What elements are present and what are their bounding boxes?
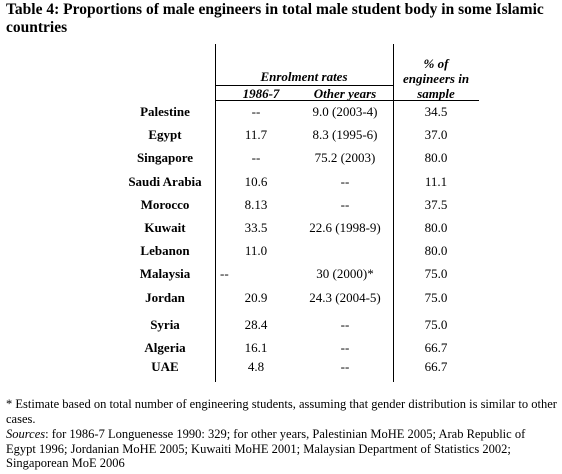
row-pct: 37.0 xyxy=(424,127,448,142)
row-1986: 8.13 xyxy=(244,197,268,212)
row-country: Lebanon xyxy=(140,243,190,258)
row-1986: 28.4 xyxy=(244,317,268,332)
row-other: -- xyxy=(340,340,350,355)
column-divider-right xyxy=(393,44,394,382)
row-other: 24.3 (2004-5) xyxy=(309,290,381,305)
column-divider-left xyxy=(215,44,216,382)
row-country: Palestine xyxy=(140,104,190,119)
row-pct: 75.0 xyxy=(424,266,448,281)
row-pct: 80.0 xyxy=(424,243,448,258)
row-1986: 10.6 xyxy=(244,174,268,189)
row-pct: 75.0 xyxy=(424,290,448,305)
row-1986: -- xyxy=(220,266,229,281)
row-country: Singapore xyxy=(136,150,194,165)
row-other: 30 (2000)* xyxy=(316,266,374,281)
row-1986: 11.7 xyxy=(244,127,268,142)
row-other: 8.3 (1995-6) xyxy=(312,127,378,142)
row-1986: 4.8 xyxy=(247,359,265,374)
row-other: -- xyxy=(340,317,350,332)
row-pct: 66.7 xyxy=(424,359,448,374)
row-pct: 34.5 xyxy=(424,104,448,119)
row-country: Egypt xyxy=(148,127,182,142)
row-country: Algeria xyxy=(144,340,186,355)
row-pct: 75.0 xyxy=(424,317,448,332)
row-other: -- xyxy=(340,197,350,212)
footnote: * Estimate based on total number of engi… xyxy=(6,397,557,426)
row-country: Saudi Arabia xyxy=(128,174,202,189)
row-country: UAE xyxy=(151,359,179,374)
header-pct-line2: engineers in xyxy=(402,71,470,86)
header-enrolment-rates: Enrolment rates xyxy=(260,69,348,84)
header-other-years: Other years xyxy=(313,86,377,101)
row-country: Kuwait xyxy=(144,220,186,235)
row-pct: 80.0 xyxy=(424,220,448,235)
header-pct-line3: sample xyxy=(417,86,455,101)
row-pct: 66.7 xyxy=(424,340,448,355)
header-1986-7: 1986-7 xyxy=(242,86,280,101)
row-other: -- xyxy=(340,174,350,189)
row-country: Malaysia xyxy=(139,266,191,281)
sources-label: Sources xyxy=(6,427,46,441)
sources-note: Sources: for 1986-7 Longuenesse 1990: 32… xyxy=(6,427,558,471)
row-1986: 20.9 xyxy=(244,290,268,305)
row-country: Syria xyxy=(150,317,180,332)
header-rule-enrolment xyxy=(215,85,393,86)
row-pct: 80.0 xyxy=(424,150,448,165)
row-country: Morocco xyxy=(140,197,190,212)
row-pct: 37.5 xyxy=(424,197,448,212)
row-1986: -- xyxy=(251,104,261,119)
row-pct: 11.1 xyxy=(424,174,448,189)
row-country: Jordan xyxy=(145,290,185,305)
row-1986: 11.0 xyxy=(244,243,268,258)
table-title: Table 4: Proportions of male engineers i… xyxy=(6,1,544,36)
row-other: 75.2 (2003) xyxy=(314,150,376,165)
sources-text: : for 1986-7 Longuenesse 1990: 329; for … xyxy=(6,427,526,470)
row-1986: 33.5 xyxy=(244,220,268,235)
row-1986: -- xyxy=(251,150,261,165)
row-other: 22.6 (1998-9) xyxy=(309,220,381,235)
row-1986: 16.1 xyxy=(244,340,268,355)
row-other: -- xyxy=(340,359,350,374)
row-other: 9.0 (2003-4) xyxy=(312,104,378,119)
header-rule-bottom xyxy=(215,100,479,101)
header-pct-line1: % of xyxy=(423,56,449,71)
